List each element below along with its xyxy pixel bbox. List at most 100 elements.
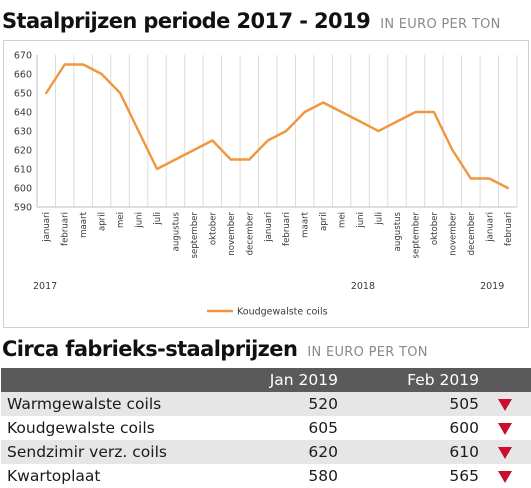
x-tick-label: juni: [356, 212, 366, 229]
data-point: [63, 63, 66, 66]
product-name: Sendzimir verz. coils: [7, 443, 167, 461]
x-tick-label: september: [190, 212, 200, 259]
x-tick-label: april: [319, 212, 329, 231]
x-tick-label: september: [411, 212, 421, 259]
x-tick-label: oktober: [208, 212, 218, 246]
y-tick-label: 590: [14, 203, 32, 214]
x-tick-label: maart: [301, 211, 311, 237]
table-row: Sendzimir verz. coils 620 610: [1, 440, 531, 464]
x-tick-label: januari: [485, 212, 495, 243]
legend-label: Koudgewalste coils: [237, 307, 328, 318]
year-label: 2018: [351, 281, 375, 292]
y-tick-label: 660: [14, 70, 32, 81]
column-header-product: [1, 368, 226, 392]
data-point: [156, 168, 158, 170]
data-point: [451, 149, 454, 151]
price-table: Jan 2019 Feb 2019 Warmgewalste coils 520…: [1, 368, 531, 488]
price-feb: 600: [449, 419, 479, 437]
x-tick-label: februari: [504, 212, 514, 246]
data-point: [396, 120, 398, 123]
x-tick-label: maart: [79, 211, 89, 237]
y-tick-label: 610: [14, 165, 32, 176]
data-point: [174, 158, 177, 161]
series-line: [45, 63, 509, 190]
trend-cell: [479, 464, 531, 488]
x-tick-label: januari: [264, 212, 274, 243]
down-arrow-icon: [498, 470, 512, 483]
data-point: [248, 158, 251, 161]
table-header-row: Jan 2019 Feb 2019: [1, 368, 531, 392]
x-tick-label: april: [98, 212, 108, 231]
x-tick-label: juli: [375, 212, 385, 226]
price-line-chart: 590 600 610 620 630 640 650 660 670 januari februa…: [14, 51, 518, 318]
data-point: [433, 111, 435, 113]
data-point: [45, 92, 48, 94]
x-tick-label: december: [245, 212, 255, 256]
data-point: [230, 158, 232, 161]
x-tick-label: juli: [153, 212, 163, 226]
data-point: [303, 111, 306, 113]
down-arrow-icon: [498, 446, 512, 459]
data-point: [137, 130, 140, 132]
data-point: [322, 101, 324, 104]
chart-panel: 590 600 610 620 630 640 650 660 670 januari februa…: [3, 40, 529, 328]
data-point: [377, 130, 380, 132]
trend-cell: [479, 440, 531, 464]
data-point: [506, 187, 509, 189]
chart-unit: IN EURO PER TON: [380, 17, 501, 32]
table-heading: Circa fabrieks-staalprijzen IN EURO PER …: [2, 337, 428, 361]
data-point: [266, 139, 269, 142]
price-feb: 610: [449, 443, 479, 461]
trend-cell: [479, 392, 531, 416]
column-header-jan-2019: Jan 2019: [269, 371, 338, 389]
data-point: [119, 92, 121, 94]
data-point: [488, 177, 491, 180]
x-tick-label: mei: [338, 212, 348, 228]
y-tick-label: 630: [14, 127, 32, 138]
x-tick-label: oktober: [430, 212, 440, 246]
trend-cell: [479, 416, 531, 440]
x-tick-label: augustus: [393, 211, 403, 251]
table-title: Circa fabrieks-staalprijzen: [2, 337, 298, 361]
price-jan: 620: [308, 443, 338, 461]
product-name: Warmgewalste coils: [7, 395, 162, 413]
data-point: [285, 130, 288, 132]
table-unit: IN EURO PER TON: [307, 345, 428, 360]
product-name: Kwartoplaat: [7, 467, 101, 485]
column-header-feb-2019: Feb 2019: [407, 371, 479, 389]
x-tick-label: december: [467, 212, 477, 256]
y-tick-label: 600: [14, 184, 32, 195]
data-point: [470, 177, 472, 180]
product-name: Koudgewalste coils: [7, 419, 155, 437]
chart-heading: Staalprijzen periode 2017 - 2019 IN EURO…: [2, 9, 501, 33]
price-jan: 605: [308, 419, 338, 437]
x-tick-label: juni: [135, 212, 145, 229]
x-tick-label: mei: [116, 212, 126, 228]
price-jan: 520: [308, 395, 338, 413]
y-tick-label: 620: [14, 146, 32, 157]
chart-title: Staalprijzen periode 2017 - 2019: [2, 9, 371, 33]
price-feb: 505: [449, 395, 479, 413]
down-arrow-icon: [498, 422, 512, 435]
table-row: Kwartoplaat 580 565: [1, 464, 531, 488]
data-point: [414, 111, 417, 113]
year-label: 2019: [480, 281, 504, 292]
price-feb: 565: [449, 467, 479, 485]
data-point: [82, 63, 84, 66]
x-tick-label: augustus: [171, 211, 181, 251]
y-tick-label: 640: [14, 108, 32, 119]
y-tick-label: 670: [14, 51, 32, 62]
x-tick-label: februari: [282, 212, 292, 246]
y-tick-label: 650: [14, 89, 32, 100]
data-point: [340, 111, 343, 113]
data-point: [193, 149, 195, 151]
x-tick-label: november: [227, 212, 237, 256]
down-arrow-icon: [498, 398, 512, 411]
x-tick-label: januari: [42, 212, 52, 243]
data-point: [211, 139, 214, 142]
x-tick-label: november: [448, 212, 458, 256]
data-point: [359, 120, 361, 123]
price-jan: 580: [308, 467, 338, 485]
column-header-trend: [479, 368, 531, 392]
year-label: 2017: [33, 281, 57, 292]
